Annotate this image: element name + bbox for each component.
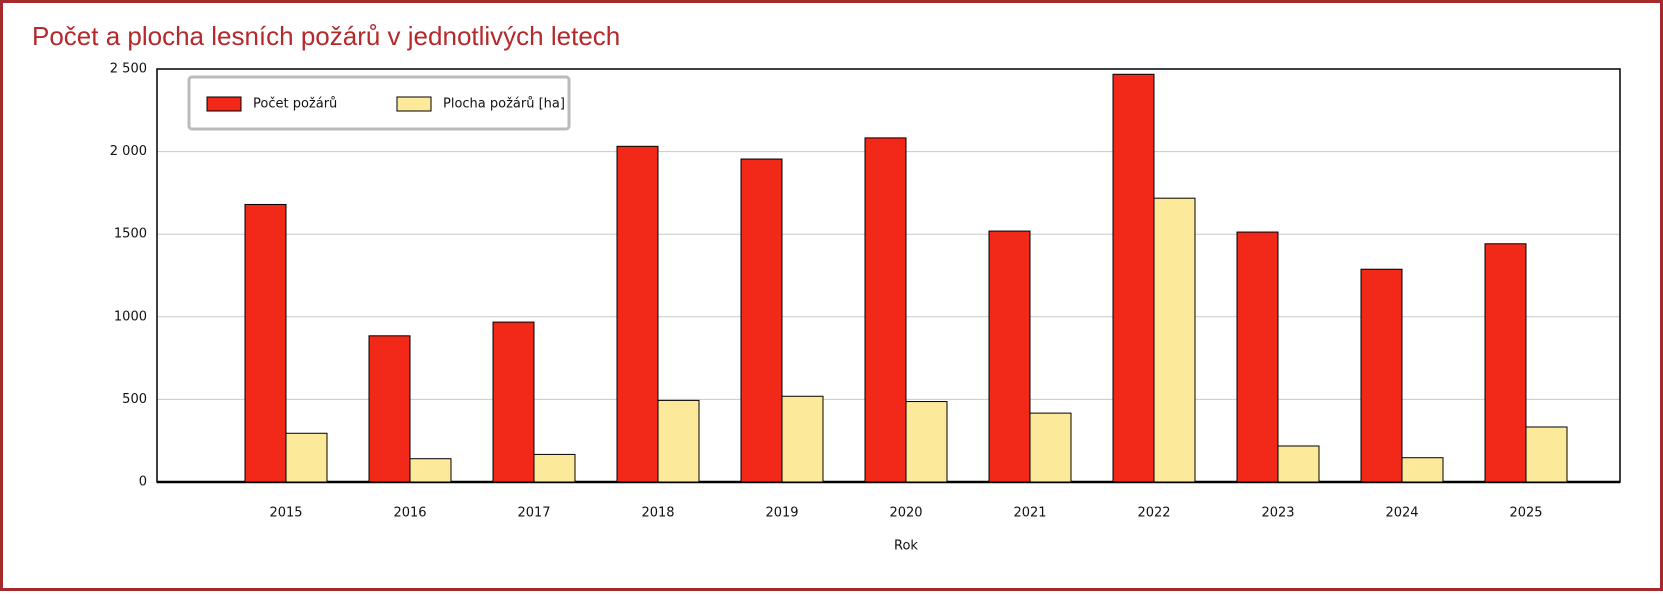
legend-label: Počet požárů bbox=[253, 97, 337, 112]
x-tick-label: 2015 bbox=[269, 506, 302, 521]
y-tick-label: 1500 bbox=[114, 227, 147, 242]
bar bbox=[1525, 426, 1568, 483]
y-tick-label: 2 500 bbox=[110, 62, 147, 77]
x-tick-label: 2020 bbox=[889, 506, 922, 521]
x-tick-label: 2025 bbox=[1509, 506, 1542, 521]
bar bbox=[1029, 412, 1072, 483]
x-tick-label: 2024 bbox=[1385, 506, 1418, 521]
bar bbox=[1112, 73, 1155, 483]
bar bbox=[864, 137, 907, 483]
x-tick-label: 2016 bbox=[393, 506, 426, 521]
x-tick-label: 2022 bbox=[1137, 506, 1170, 521]
y-tick-label: 2 000 bbox=[110, 144, 147, 159]
x-tick-label: 2021 bbox=[1013, 506, 1046, 521]
bar bbox=[368, 335, 411, 483]
bar bbox=[740, 158, 783, 483]
bar bbox=[285, 432, 328, 483]
y-tick-label: 500 bbox=[122, 392, 147, 407]
bar bbox=[1153, 197, 1196, 483]
bar bbox=[616, 145, 659, 483]
bar bbox=[1484, 243, 1527, 483]
bar bbox=[533, 453, 576, 483]
bar bbox=[657, 399, 700, 483]
bar bbox=[1401, 457, 1444, 483]
bar bbox=[988, 230, 1031, 483]
bar bbox=[905, 401, 948, 483]
bar bbox=[409, 458, 452, 483]
legend-label: Plocha požárů [ha] bbox=[443, 97, 565, 112]
bar bbox=[1236, 231, 1279, 483]
legend-box bbox=[187, 75, 571, 131]
x-tick-label: 2019 bbox=[765, 506, 798, 521]
x-tick-label: 2023 bbox=[1261, 506, 1294, 521]
bar bbox=[244, 203, 287, 483]
y-tick-label: 0 bbox=[139, 475, 147, 490]
chart-title: Počet a plocha lesních požárů v jednotli… bbox=[32, 21, 620, 51]
legend-swatch bbox=[206, 96, 242, 112]
x-tick-label: 2018 bbox=[641, 506, 674, 521]
x-axis-label: Rok bbox=[894, 539, 918, 554]
x-tick-label: 2017 bbox=[517, 506, 550, 521]
bar bbox=[492, 321, 535, 483]
bar bbox=[781, 395, 824, 483]
legend-swatch bbox=[396, 96, 432, 112]
bar bbox=[1360, 268, 1403, 483]
bar bbox=[1277, 445, 1320, 483]
y-tick-label: 1000 bbox=[114, 309, 147, 324]
